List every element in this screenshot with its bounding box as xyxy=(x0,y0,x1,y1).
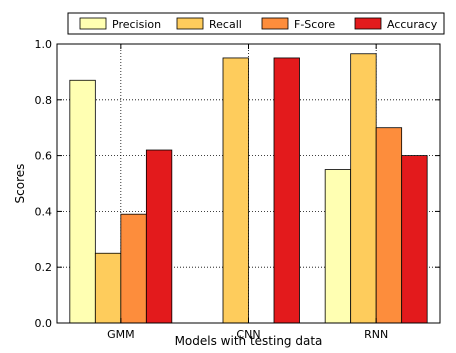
legend-swatch xyxy=(79,17,107,30)
y-tick-label: 0.4 xyxy=(35,205,53,218)
y-tick-label: 1.0 xyxy=(35,38,53,51)
y-axis: 0.0 0.2 0.4 0.6 0.8 1.0 xyxy=(35,38,440,330)
y-tick-label: 0.6 xyxy=(35,150,53,163)
bar-f-score-gmm xyxy=(120,213,147,324)
legend: Precision Recall F-Score Accuracy xyxy=(67,12,445,35)
bar-precision-rnn xyxy=(324,169,352,324)
y-axis-label: Scores xyxy=(13,164,27,204)
legend-swatch xyxy=(261,17,289,30)
y-tick-label: 0.8 xyxy=(35,94,53,107)
x-tick-label: GMM xyxy=(107,328,135,341)
bar-accuracy-gmm xyxy=(145,149,173,324)
y-tick-label: 0.0 xyxy=(35,317,53,330)
bar-recall-rnn xyxy=(350,53,377,324)
bar-precision-gmm xyxy=(69,79,96,324)
x-tick-label: CNN xyxy=(236,328,260,341)
x-tick-label: RNN xyxy=(364,328,388,341)
bars xyxy=(69,53,428,324)
x-axis-label: Models with testing data xyxy=(175,334,323,348)
legend-swatch xyxy=(354,17,382,30)
bar-f-score-rnn xyxy=(375,127,403,324)
legend-label: Precision xyxy=(112,18,161,31)
bar-recall-cnn xyxy=(222,57,249,324)
y-tick-label: 0.2 xyxy=(35,261,53,274)
legend-swatch xyxy=(176,17,204,30)
bar-accuracy-cnn xyxy=(273,57,300,324)
legend-label: Recall xyxy=(209,18,242,31)
legend-box xyxy=(67,12,445,35)
bar-accuracy-rnn xyxy=(401,155,428,324)
legend-label: Accuracy xyxy=(387,18,438,31)
bar-recall-gmm xyxy=(94,252,122,324)
x-axis: GMM CNN RNN xyxy=(107,44,388,341)
legend-label: F-Score xyxy=(294,18,335,31)
